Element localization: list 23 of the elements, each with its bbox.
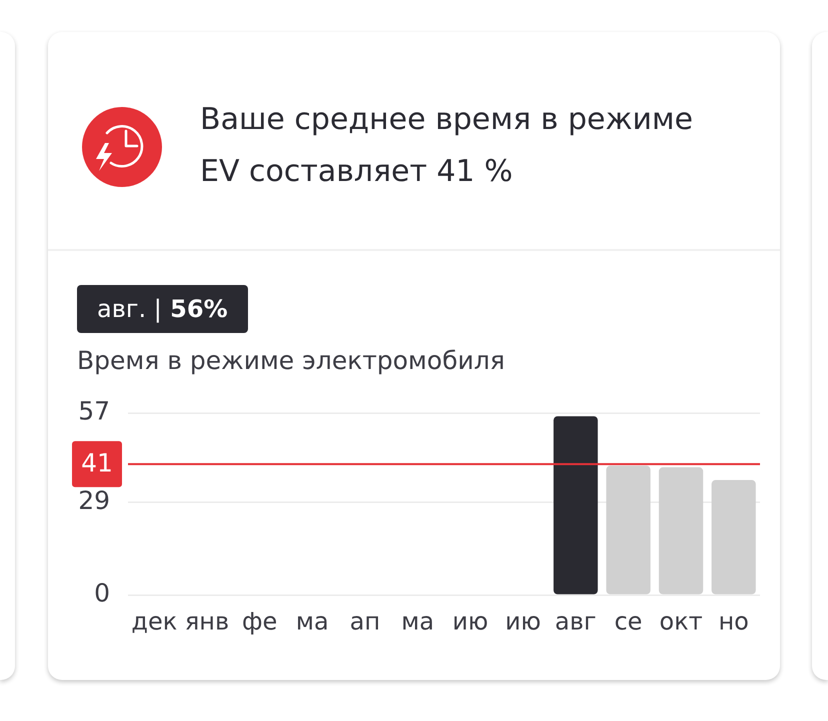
x-tick-label: ма xyxy=(401,608,434,636)
x-tick-label: се xyxy=(614,608,642,636)
text: авг. | 56% xyxy=(97,295,228,323)
x-tick-label: ию xyxy=(452,608,488,636)
x-tick-label: янв xyxy=(184,608,230,636)
x-tick-label: ию xyxy=(505,608,541,636)
ref-line-label: 41 xyxy=(81,448,113,478)
x-tick-label: окт xyxy=(659,608,703,636)
x-tick-label: фе xyxy=(242,608,278,636)
y-axis-title: Время в режиме электромобиля xyxy=(77,346,505,376)
bar xyxy=(554,416,598,594)
bar xyxy=(712,480,756,594)
y-tick-label: 29 xyxy=(78,486,110,515)
x-tick-label: но xyxy=(718,608,749,636)
x-tick-label: авг xyxy=(554,608,596,636)
chart-title: Ваше среднее время в режиме EV составляет 41 % xyxy=(200,101,694,191)
y-tick-label: 0 xyxy=(94,578,110,608)
bar xyxy=(658,467,704,594)
bar xyxy=(606,466,650,594)
x-tick-label: ап xyxy=(350,608,380,636)
x-tick-label: дек xyxy=(131,608,178,636)
y-tick-label: 57 xyxy=(78,396,110,426)
x-tick-label: ма xyxy=(296,608,329,636)
